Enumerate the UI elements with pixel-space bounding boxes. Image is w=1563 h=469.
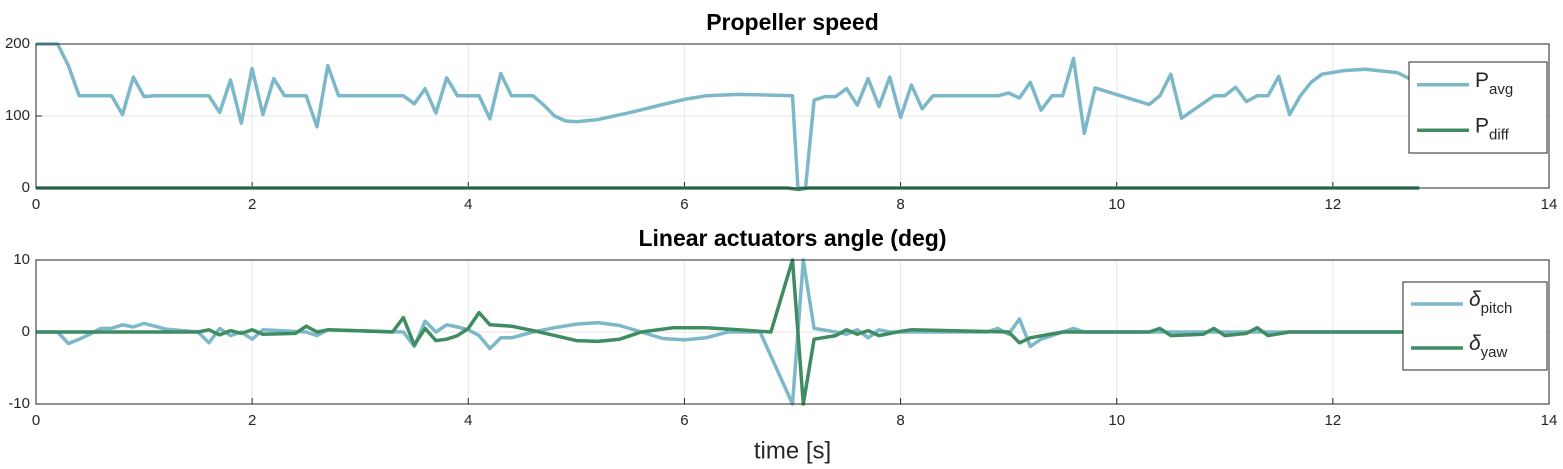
legend-name: δ <box>1469 332 1481 355</box>
x-tick-label: 8 <box>896 412 904 429</box>
legend-name: P <box>1475 68 1489 91</box>
chart-title: Linear actuators angle (deg) <box>638 225 946 251</box>
x-tick-label: 12 <box>1325 412 1342 429</box>
x-tick-label: 10 <box>1108 412 1125 429</box>
x-tick-label: 8 <box>896 196 904 213</box>
line <box>36 258 1420 406</box>
line <box>36 258 1420 406</box>
x-tick-label: 4 <box>464 412 472 429</box>
y-tick-label: 0 <box>22 179 30 196</box>
x-tick-label: 2 <box>248 412 256 429</box>
x-tick-label: 10 <box>1108 196 1125 213</box>
line <box>36 42 1421 190</box>
y-tick-label: 10 <box>13 251 30 268</box>
legend-subscript: yaw <box>1481 344 1508 361</box>
y-tick-label: 0 <box>22 323 30 340</box>
x-tick-label: 6 <box>680 196 688 213</box>
legend-label: δpitch <box>1469 288 1512 317</box>
x-tick-label: 14 <box>1541 412 1558 429</box>
legend-label: Pdiff <box>1475 114 1510 143</box>
x-tick-label: 4 <box>464 196 472 213</box>
x-tick-label: 14 <box>1541 196 1558 213</box>
legend-name: P <box>1475 114 1489 137</box>
y-tick-label: -10 <box>8 395 30 412</box>
x-tick-label: 0 <box>32 412 40 429</box>
legend-subscript: pitch <box>1481 300 1513 317</box>
x-axis-label: time [s] <box>754 437 831 464</box>
legend-label: Pavg <box>1475 68 1513 97</box>
chart-title: Propeller speed <box>706 9 879 35</box>
legend-label: δyaw <box>1469 332 1508 361</box>
axes-frame <box>35 259 1550 405</box>
y-tick-label: 100 <box>5 107 30 124</box>
legend-box <box>1408 61 1548 154</box>
legend-name: δ <box>1469 288 1481 311</box>
y-tick-label: 200 <box>5 35 30 52</box>
x-tick-label: 0 <box>32 196 40 213</box>
legend-subscript: diff <box>1489 126 1510 143</box>
legend-box <box>1402 281 1548 371</box>
x-tick-label: 2 <box>248 196 256 213</box>
legend-subscript: avg <box>1489 81 1513 98</box>
axes-frame <box>35 43 1550 189</box>
series-group <box>36 258 1420 406</box>
x-tick-label: 6 <box>680 412 688 429</box>
x-tick-label: 12 <box>1325 196 1342 213</box>
